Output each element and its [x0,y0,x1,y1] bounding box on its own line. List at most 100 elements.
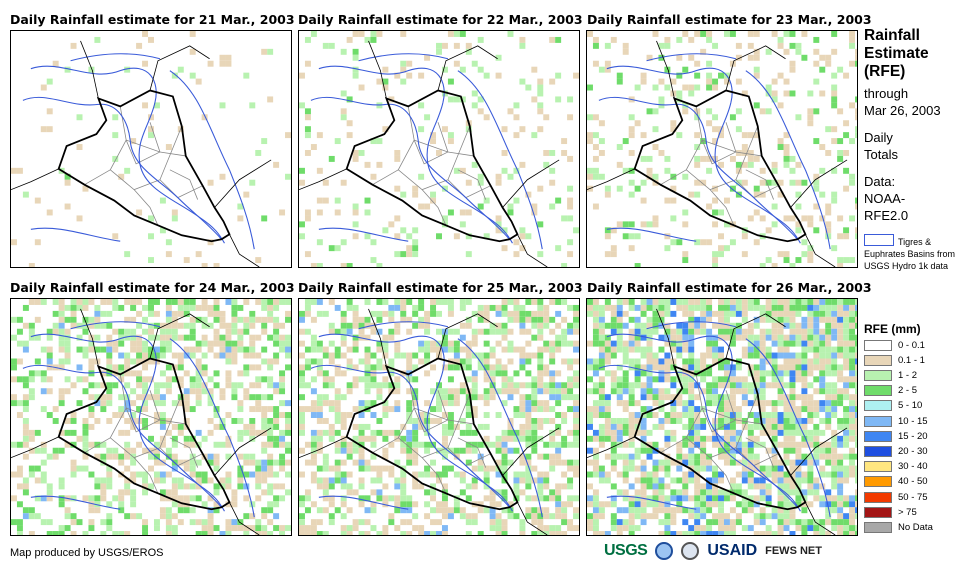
rainfall-cell [753,417,760,424]
rainfall-cell [100,441,107,448]
rainfall-cell [670,531,677,535]
rainfall-cell [430,483,437,490]
rainfall-cell [628,334,635,341]
rainfall-cell [598,465,605,472]
rainfall-cell [616,423,623,430]
rainfall-cell [219,340,226,347]
rainfall-cell [849,299,856,305]
rainfall-cell [316,429,323,436]
rainfall-cell [76,465,83,472]
rainfall-cell [706,370,713,377]
rainfall-cell [465,513,472,520]
rainfall-cell [52,453,59,460]
rainfall-cell [747,161,754,168]
rainfall-cell [489,376,496,383]
rainfall-cell [855,394,857,401]
rainfall-cell [130,495,137,502]
rainfall-cell [759,417,766,424]
rainfall-cell [587,31,593,37]
rainfall-cell [201,340,208,347]
rainfall-cell [795,334,802,341]
rainfall-cell [243,525,250,532]
rainfall-cell [424,358,431,365]
rainfall-cell [177,501,184,508]
rainfall-cell [783,316,790,323]
rainfall-cell [364,197,371,204]
rainfall-cell [225,299,232,305]
rainfall-cell [358,459,365,466]
rainfall-cell [340,108,347,115]
rainfall-cell [153,102,160,109]
rainfall-cell [587,495,593,502]
rainfall-cell [58,316,65,323]
rfe-legend-swatch [864,369,892,381]
rainfall-cell [676,334,683,341]
rainfall-cell [682,299,689,305]
rainfall-cell [525,370,532,377]
rainfall-cell [652,310,659,317]
rainfall-cell [712,126,719,133]
rainfall-cell [555,370,562,377]
rainfall-cell [807,304,814,311]
rainfall-cell [316,310,323,317]
rainfall-cell [729,477,736,484]
rainfall-cell [118,173,125,180]
rainfall-cell [807,328,814,335]
rainfall-cell [88,334,95,341]
rainfall-cell [370,507,377,514]
rainfall-cell [153,358,160,365]
rainfall-cell [231,322,238,329]
rainfall-cell [70,465,77,472]
rainfall-cell [430,471,437,478]
rainfall-cell [573,513,579,520]
rainfall-cell [58,531,65,535]
rainfall-cell [537,453,544,460]
rainfall-cell [400,519,407,526]
rainfall-cell [718,376,724,383]
country-border [80,308,99,367]
rainfall-cell [304,132,311,139]
province-boundary [133,189,159,226]
rainfall-cell [459,477,466,484]
rainfall-cell [640,465,647,472]
rainfall-cell [471,394,478,401]
rainfall-cell [622,352,629,359]
province-boundary [701,122,737,165]
rainfall-cell [777,495,784,502]
rainfall-cell [819,370,826,377]
rainfall-cell [231,501,238,508]
rainfall-cell [310,334,317,341]
country-border [805,234,836,267]
country-border [437,313,498,359]
rainfall-cell [358,519,365,526]
rainfall-cell [712,114,719,121]
rainfall-cell [171,483,178,490]
iraq-border [633,89,807,243]
rainfall-cell [622,406,629,413]
rainfall-cell [249,316,256,323]
rainfall-cell [46,531,53,535]
rainfall-cell [549,525,556,532]
rainfall-cell [207,531,214,535]
rainfall-cell [453,346,460,353]
rainfall-cell [364,400,371,407]
rainfall-cell [777,42,784,49]
rainfall-cell [753,441,760,448]
rainfall-cell [207,239,214,246]
rainfall-cell [537,376,544,383]
rainfall-cell [171,334,178,341]
rainfall-cell [22,346,29,353]
rainfall-cell [376,429,383,436]
rainfall-cell [837,441,844,448]
rainfall-cell [316,465,323,472]
rainfall-cell [459,346,466,353]
rainfall-cell [165,304,172,311]
rainfall-cell [130,447,137,454]
rainfall-cell [567,155,574,162]
rainfall-cell [616,388,623,395]
rainfall-cell [112,132,119,139]
rainfall-cell [82,453,89,460]
rainfall-cell [843,513,850,520]
rainfall-cell [723,489,730,496]
rainfall-cell [299,352,305,359]
